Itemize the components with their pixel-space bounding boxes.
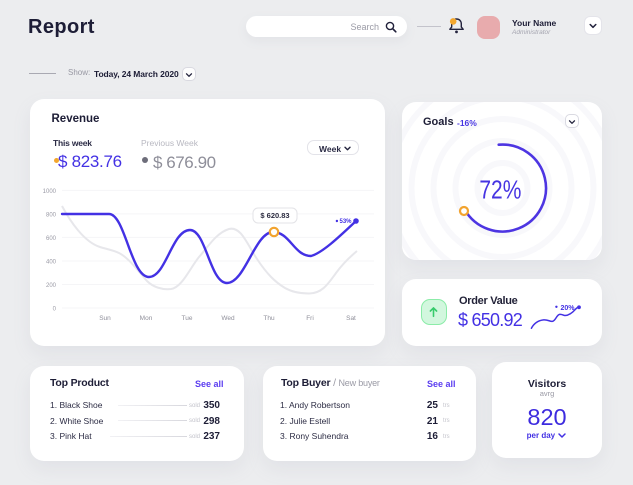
svg-text:200: 200 bbox=[46, 283, 57, 289]
svg-text:400: 400 bbox=[46, 260, 57, 266]
svg-text:Sun: Sun bbox=[99, 315, 111, 322]
svg-text:1000: 1000 bbox=[43, 189, 57, 195]
svg-text:Wed: Wed bbox=[221, 315, 235, 322]
svg-text:800: 800 bbox=[46, 213, 57, 219]
svg-text:Tue: Tue bbox=[182, 315, 193, 322]
svg-text:Sat: Sat bbox=[346, 315, 356, 322]
svg-text:20%: 20% bbox=[561, 305, 576, 312]
svg-text:Thu: Thu bbox=[263, 315, 275, 322]
svg-text:Mon: Mon bbox=[140, 315, 153, 322]
svg-text:0: 0 bbox=[53, 307, 57, 313]
svg-text:600: 600 bbox=[46, 236, 57, 242]
svg-text:53%: 53% bbox=[340, 219, 353, 225]
svg-text:Fri: Fri bbox=[306, 315, 314, 322]
svg-text:$ 620.83: $ 620.83 bbox=[260, 211, 289, 220]
svg-text:72%: 72% bbox=[479, 176, 521, 204]
